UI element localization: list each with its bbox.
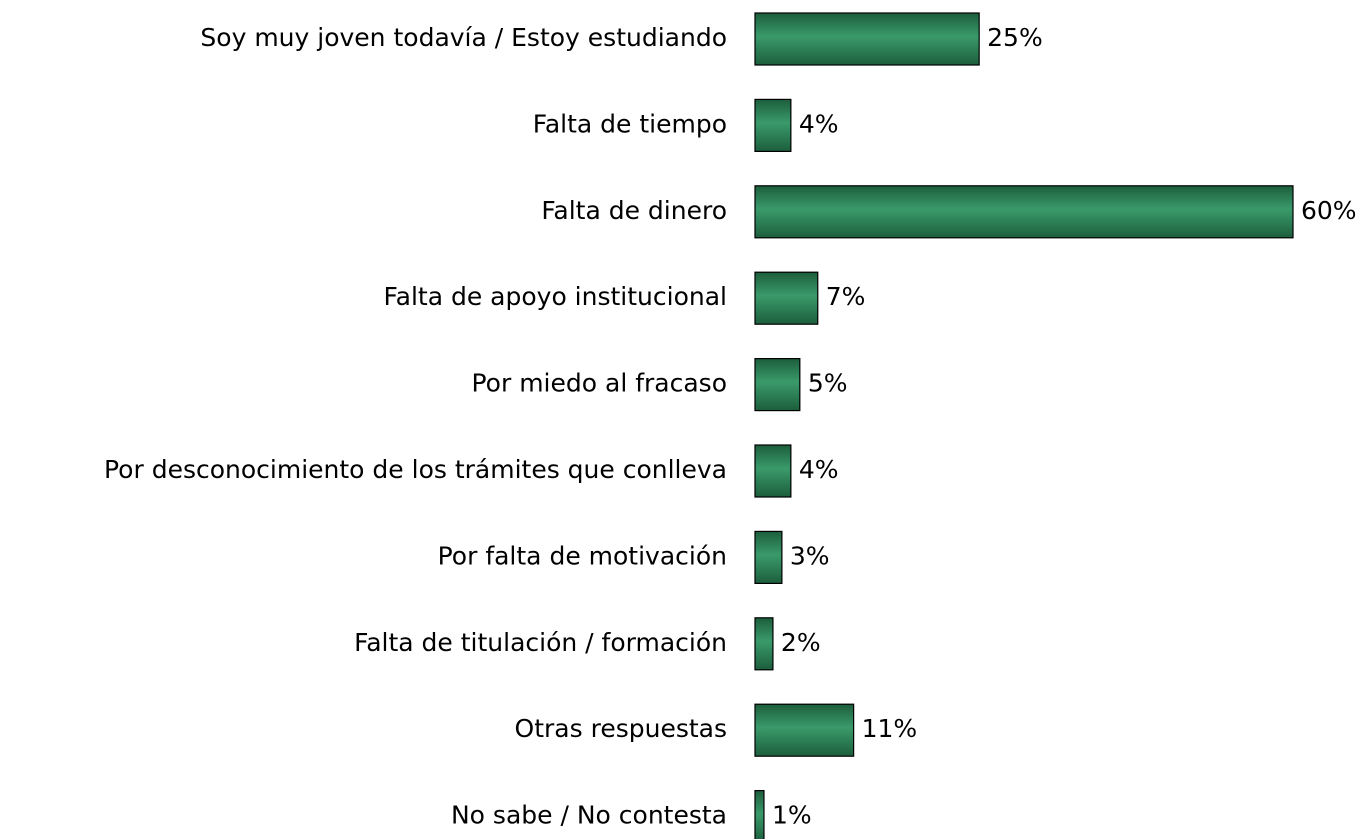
bar (754, 12, 980, 66)
bar (754, 444, 792, 498)
category-label: Por miedo al fracaso (472, 369, 728, 398)
value-label: 4% (799, 109, 839, 138)
category-label: Falta de dinero (541, 196, 727, 225)
bar (754, 358, 801, 412)
category-label: Falta de tiempo (533, 109, 727, 138)
bar (754, 185, 1294, 239)
bar (754, 98, 792, 153)
category-label: Otras respuestas (515, 714, 727, 743)
category-label: No sabe / No contesta (451, 801, 727, 830)
bar (754, 530, 783, 585)
value-label: 7% (826, 282, 866, 311)
value-label: 3% (790, 541, 830, 570)
category-label: Falta de apoyo institucional (384, 282, 727, 311)
category-label: Por falta de motivación (438, 541, 727, 570)
value-label: 60% (1301, 196, 1357, 225)
value-label: 4% (799, 455, 839, 484)
bar (754, 703, 855, 757)
value-label: 25% (987, 23, 1043, 52)
bar (754, 617, 774, 671)
value-label: 1% (772, 801, 812, 830)
category-label: Por desconocimiento de los trámites que … (104, 455, 727, 484)
bar (754, 789, 765, 839)
value-label: 5% (808, 369, 848, 398)
value-label: 2% (781, 628, 821, 657)
category-label: Falta de titulación / formación (354, 628, 727, 657)
bar (754, 271, 819, 325)
value-label: 11% (862, 714, 918, 743)
category-label: Soy muy joven todavía / Estoy estudiando (200, 23, 727, 52)
